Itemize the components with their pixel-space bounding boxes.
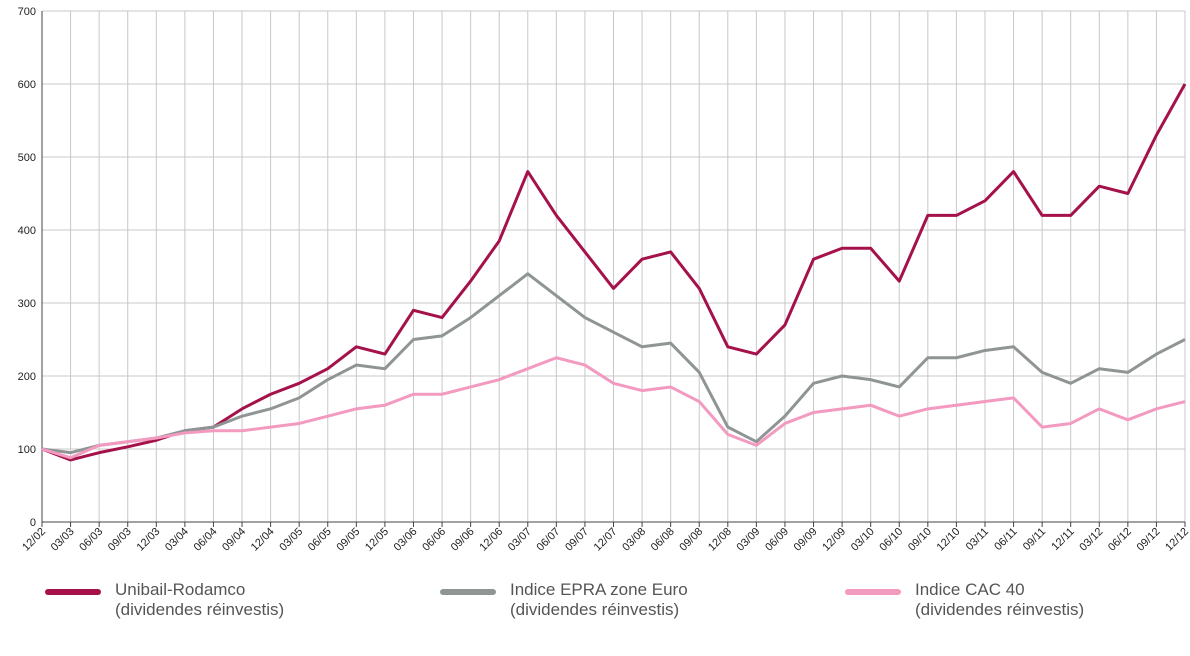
x-tick-label: 06/08 bbox=[649, 526, 677, 554]
x-tick-label: 06/05 bbox=[306, 526, 334, 554]
x-tick-label: 12/08 bbox=[706, 526, 734, 554]
x-tick-label: 03/06 bbox=[392, 526, 420, 554]
x-tick-label: 12/03 bbox=[134, 526, 162, 554]
y-tick-label: 100 bbox=[18, 444, 36, 456]
y-tick-label: 500 bbox=[18, 152, 36, 164]
y-tick-label: 300 bbox=[18, 298, 36, 310]
legend-label: Indice CAC 40 (dividendes réinvestis) bbox=[915, 580, 1085, 619]
x-tick-label: 12/06 bbox=[477, 526, 505, 554]
x-tick-label: 03/10 bbox=[849, 526, 877, 554]
x-tick-label: 06/11 bbox=[992, 526, 1019, 553]
x-tick-label: 06/06 bbox=[420, 526, 448, 554]
x-tick-label: 12/02 bbox=[20, 526, 48, 554]
x-tick-label: 03/03 bbox=[49, 526, 77, 554]
x-tick-label: 12/09 bbox=[820, 526, 848, 554]
legend-swatch bbox=[45, 589, 101, 595]
x-tick-label: 12/04 bbox=[249, 526, 277, 554]
x-tick-label: 09/06 bbox=[449, 526, 477, 554]
y-tick-label: 400 bbox=[18, 225, 36, 237]
x-tick-label: 09/05 bbox=[334, 526, 362, 554]
x-tick-label: 09/08 bbox=[677, 526, 705, 554]
y-tick-label: 600 bbox=[18, 79, 36, 91]
series-line bbox=[41, 356, 1186, 460]
x-tick-label: 09/07 bbox=[563, 526, 591, 554]
y-tick-label: 200 bbox=[18, 371, 36, 383]
x-tick-label: 09/11 bbox=[1021, 526, 1048, 553]
x-tick-label: 06/07 bbox=[535, 526, 563, 554]
x-tick-label: 03/04 bbox=[163, 526, 191, 554]
x-tick-label: 12/10 bbox=[935, 526, 963, 554]
x-tick-label: 09/10 bbox=[906, 526, 934, 554]
x-tick-label: 12/05 bbox=[363, 526, 391, 554]
x-tick-label: 06/12 bbox=[1106, 526, 1134, 554]
x-tick-label: 12/11 bbox=[1049, 526, 1076, 553]
series-line bbox=[41, 83, 1187, 462]
x-tick-label: 09/03 bbox=[106, 526, 134, 554]
y-tick-label: 700 bbox=[18, 6, 36, 18]
x-tick-label: 06/03 bbox=[77, 526, 105, 554]
x-tick-label: 06/04 bbox=[192, 526, 220, 554]
x-tick-label: 12/07 bbox=[592, 526, 620, 554]
x-tick-label: 03/11 bbox=[964, 526, 991, 553]
x-tick-label: 03/07 bbox=[506, 526, 534, 554]
x-tick-label: 03/09 bbox=[735, 526, 763, 554]
legend-label: Indice EPRA zone Euro (dividendes réinve… bbox=[510, 580, 688, 619]
x-tick-label: 09/04 bbox=[220, 526, 248, 554]
series-line bbox=[41, 272, 1186, 455]
x-tick-label: 03/08 bbox=[620, 526, 648, 554]
x-tick-label: 12/12 bbox=[1163, 526, 1190, 554]
legend-swatch bbox=[845, 589, 901, 595]
legend-swatch bbox=[440, 589, 496, 595]
legend-label: Unibail-Rodamco (dividendes réinvestis) bbox=[115, 580, 285, 619]
x-tick-label: 03/12 bbox=[1077, 526, 1105, 554]
x-tick-label: 06/10 bbox=[877, 526, 905, 554]
x-tick-label: 09/09 bbox=[792, 526, 820, 554]
y-tick-label: 0 bbox=[30, 517, 36, 529]
x-tick-label: 09/12 bbox=[1135, 526, 1163, 554]
x-tick-label: 03/05 bbox=[277, 526, 305, 554]
x-tick-label: 06/09 bbox=[763, 526, 791, 554]
